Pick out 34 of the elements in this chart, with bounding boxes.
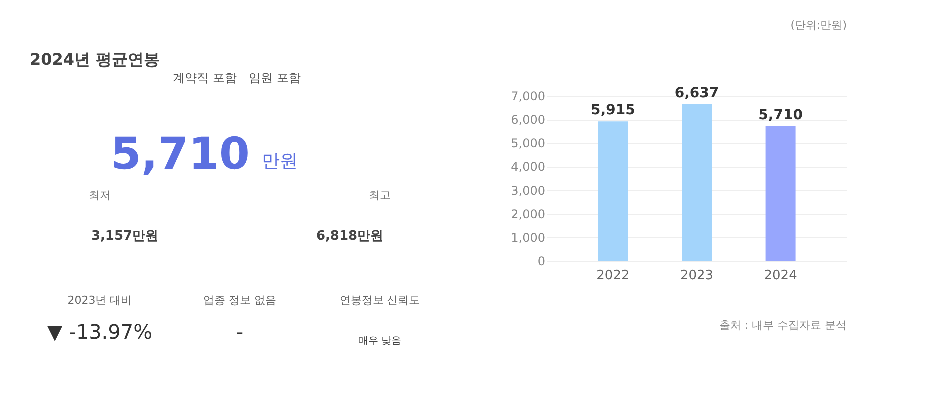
- text: 업종 정보 없음: [204, 294, 276, 307]
- x-tick-label: 2023: [680, 268, 714, 284]
- data-label: 6,637: [674, 86, 720, 102]
- text: -: [236, 320, 244, 344]
- text: ▼ -13.97%: [47, 320, 153, 344]
- text: 연봉정보 신뢰도: [340, 294, 420, 307]
- bar: [766, 126, 796, 261]
- y-tick-label: 6,000: [511, 113, 546, 128]
- y-tick-label: 7,000: [511, 90, 546, 104]
- data-label: 5,710: [758, 107, 804, 124]
- y-tick-label: 4,000: [511, 160, 546, 174]
- text: 5,710: [110, 129, 250, 180]
- text: 2024년 평균연봉: [30, 50, 160, 69]
- text: 2023년 대비: [68, 294, 132, 307]
- y-tick-label: 1,000: [511, 230, 546, 245]
- data-label: 5,915: [591, 102, 636, 119]
- text: 만원: [262, 151, 298, 172]
- y-tick-label: 5,000: [511, 136, 546, 151]
- text: 최저: [89, 189, 111, 202]
- x-tick-label: 2022: [596, 268, 630, 284]
- source-note: 출처 : 내부 수집자료 분석: [719, 319, 847, 332]
- text: 6,818만원: [316, 229, 384, 244]
- x-tick-label: 2024: [764, 268, 798, 284]
- text: 계약직 포함: [173, 71, 237, 85]
- text: (단위:만원): [790, 19, 847, 32]
- y-tick-label: 2,000: [511, 207, 546, 222]
- y-tick-label: 3,000: [511, 184, 546, 198]
- text: 3,157만원: [91, 229, 159, 244]
- bar: [682, 104, 712, 261]
- text: 최고: [369, 189, 391, 202]
- bar: [598, 122, 628, 261]
- text: 임원 포함: [249, 71, 301, 85]
- y-tick-label: 0: [538, 254, 546, 268]
- text: 매우 낮음: [358, 336, 402, 347]
